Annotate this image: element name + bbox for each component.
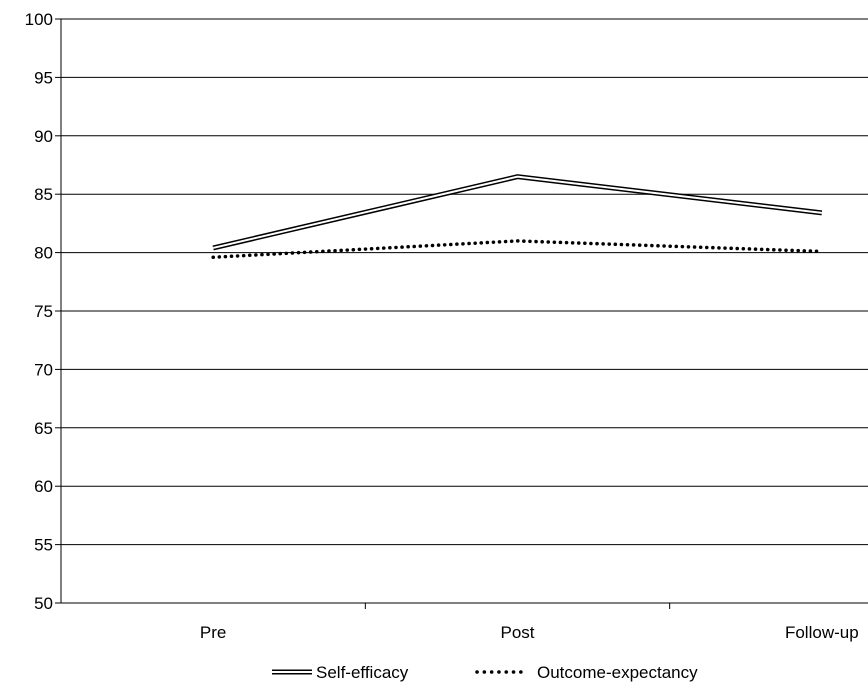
y-tick-label: 80	[34, 244, 53, 263]
y-tick-label: 95	[34, 68, 53, 87]
x-tick-label: Follow-up	[785, 623, 859, 642]
y-tick-label: 85	[34, 185, 53, 204]
x-axis: Pre Post Follow-up	[61, 602, 868, 642]
y-tick-label: 50	[34, 594, 53, 613]
y-tick-label: 65	[34, 419, 53, 438]
y-axis: 50 55 60 65 70 75 80 85 90 95 100	[25, 10, 62, 613]
y-tick-label: 55	[34, 536, 53, 555]
series-layer	[211, 174, 824, 260]
x-tick-label: Pre	[200, 623, 226, 642]
y-tick-label: 75	[34, 302, 53, 321]
y-tick-label: 90	[34, 127, 53, 146]
legend-item: Self-efficacy	[272, 663, 409, 682]
x-tick-label: Post	[500, 623, 534, 642]
legend-item: Outcome-expectancy	[475, 663, 698, 682]
y-tick-label: 100	[25, 10, 53, 29]
y-tick-label: 60	[34, 477, 53, 496]
series-line-self-efficacy-inner	[212, 175, 822, 249]
legend-label: Self-efficacy	[316, 663, 409, 682]
gridlines	[61, 18, 868, 546]
series-line-outcome-expectancy	[211, 239, 824, 260]
legend-label: Outcome-expectancy	[537, 663, 698, 682]
legend: Self-efficacy Outcome-expectancy	[272, 663, 698, 682]
series-line-self-efficacy	[212, 174, 823, 251]
y-tick-label: 70	[34, 360, 53, 379]
